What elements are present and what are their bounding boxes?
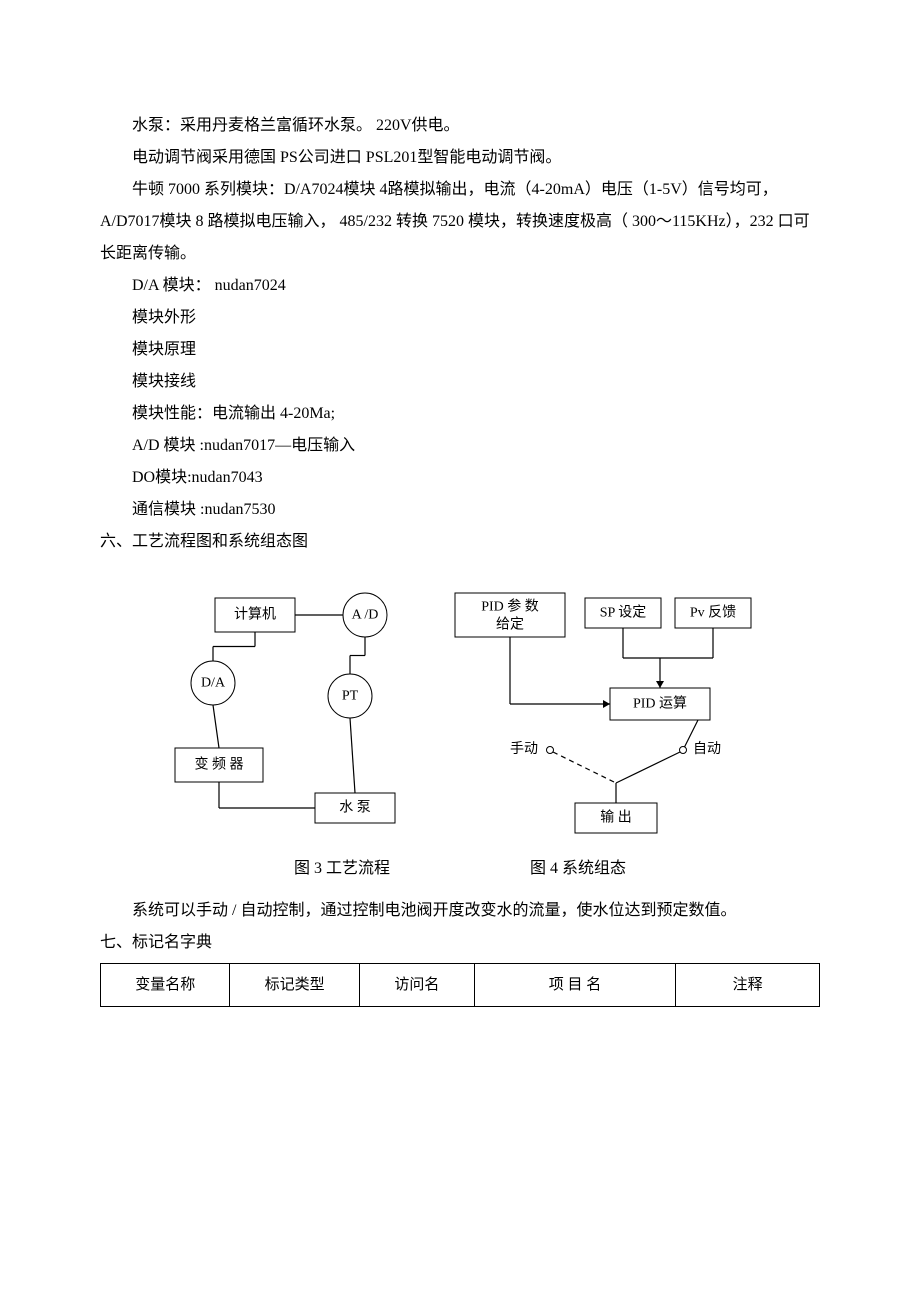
- caption-fig4: 图 4 系统组态: [530, 853, 626, 885]
- table-header-cell: 项 目 名: [474, 964, 675, 1007]
- svg-text:PT: PT: [342, 689, 359, 704]
- svg-text:手动: 手动: [510, 741, 538, 757]
- table-header-cell: 访问名: [359, 964, 474, 1007]
- svg-text:水 泵: 水 泵: [339, 800, 371, 816]
- para-after-diagram: 系统可以手动 / 自动控制，通过控制电池阀开度改变水的流量，使水位达到预定数值。: [100, 895, 820, 927]
- svg-text:变 频 器: 变 频 器: [195, 757, 244, 773]
- heading-section-7: 七、标记名字典: [100, 927, 820, 959]
- svg-text:SP 设定: SP 设定: [600, 605, 647, 621]
- para-do-module: DO模块:nudan7043: [100, 462, 820, 494]
- table-header-cell: 注释: [676, 964, 820, 1007]
- para-comm-module: 通信模块 :nudan7530: [100, 494, 820, 526]
- svg-text:Pv 反馈: Pv 反馈: [690, 605, 736, 621]
- caption-fig3: 图 3 工艺流程: [294, 853, 390, 885]
- para-da-module: D/A 模块： nudan7024: [100, 270, 820, 302]
- tag-dictionary-table: 变量名称标记类型访问名项 目 名注释: [100, 963, 820, 1007]
- svg-text:PID 参 数: PID 参 数: [481, 598, 539, 615]
- caption-row: 图 3 工艺流程 图 4 系统组态: [100, 853, 820, 885]
- table-header-cell: 变量名称: [101, 964, 230, 1007]
- heading-section-6: 六、工艺流程图和系统组态图: [100, 526, 820, 558]
- table-header-row: 变量名称标记类型访问名项 目 名注释: [101, 964, 820, 1007]
- para-ad-module: A/D 模块 :nudan7017—电压输入: [100, 430, 820, 462]
- svg-text:计算机: 计算机: [234, 607, 276, 623]
- table-header-cell: 标记类型: [230, 964, 359, 1007]
- para-newton7000: 牛顿 7000 系列模块：D/A7024模块 4路模拟输出，电流（4-20mA）…: [100, 174, 820, 270]
- svg-text:给定: 给定: [496, 617, 524, 633]
- diagram-row: 计算机 A /D D/A PT 变 频 器水 泵 PID 参 数给定 SP 设定 Pv 反馈…: [100, 588, 820, 843]
- svg-text:A /D: A /D: [352, 608, 379, 623]
- para-module-wiring: 模块接线: [100, 366, 820, 398]
- system-config-diagram: PID 参 数给定 SP 设定 Pv 反馈 PID 运算输 出 手动 自动: [445, 588, 765, 843]
- para-module-principle: 模块原理: [100, 334, 820, 366]
- para-module-perf: 模块性能：电流输出 4-20Ma;: [100, 398, 820, 430]
- svg-text:PID 运算: PID 运算: [633, 696, 687, 712]
- para-pump: 水泵：采用丹麦格兰富循环水泵。 220V供电。: [100, 110, 820, 142]
- para-valve: 电动调节阀采用德国 PS公司进口 PSL201型智能电动调节阀。: [100, 142, 820, 174]
- para-module-shape: 模块外形: [100, 302, 820, 334]
- svg-text:输 出: 输 出: [600, 810, 632, 826]
- svg-text:D/A: D/A: [201, 676, 226, 691]
- process-flow-diagram: 计算机 A /D D/A PT 变 频 器水 泵: [155, 588, 435, 838]
- svg-text:自动: 自动: [693, 741, 721, 757]
